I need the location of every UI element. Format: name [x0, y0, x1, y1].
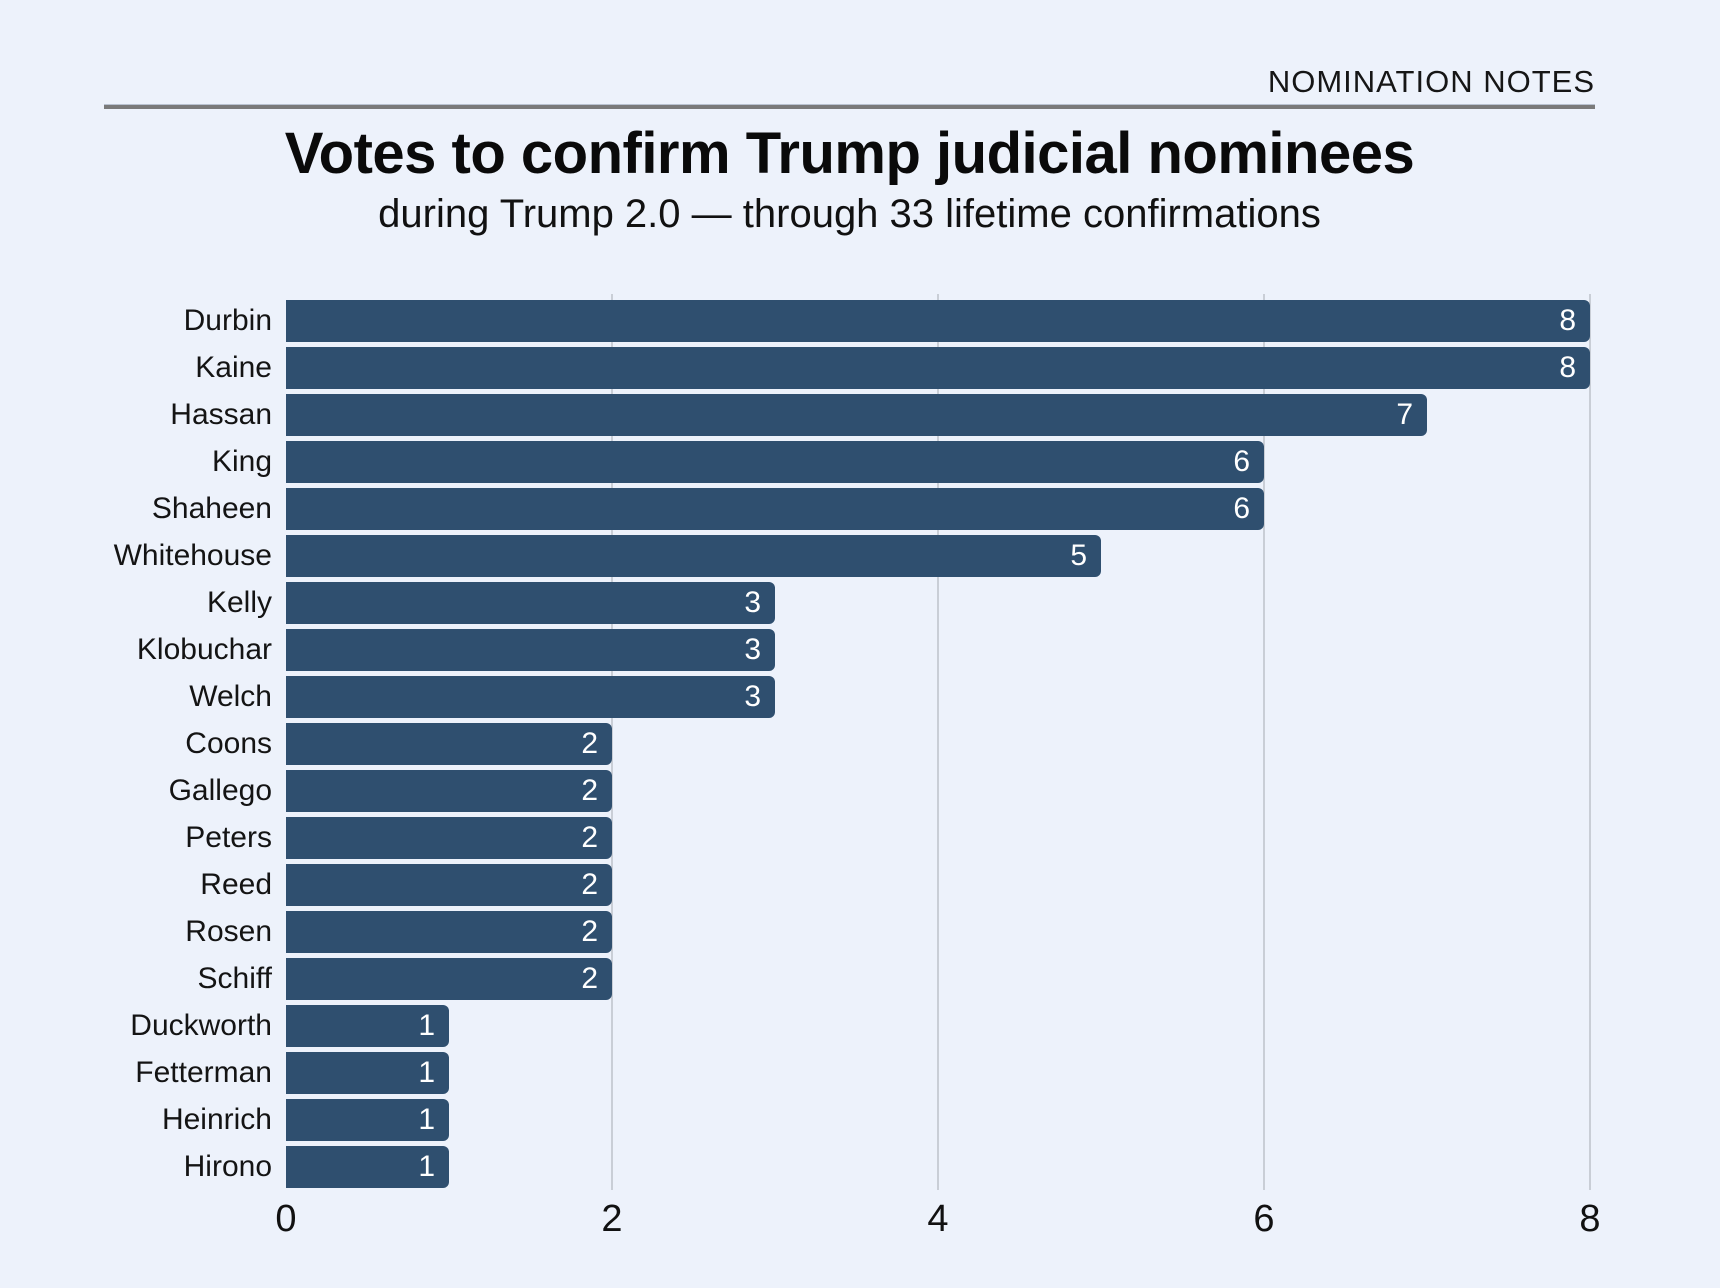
bar: 7 — [286, 394, 1427, 436]
bar-value-label: 1 — [418, 1056, 435, 1089]
bar: 3 — [286, 582, 775, 624]
bar-value-label: 8 — [1559, 351, 1576, 384]
bar-row: 1 — [286, 1052, 1590, 1099]
bar: 1 — [286, 1005, 449, 1047]
category-label: Kelly — [206, 586, 272, 619]
category-label: Rosen — [185, 915, 272, 948]
category-label: King — [211, 445, 272, 478]
gridline — [1263, 294, 1265, 1190]
bar-row: 2 — [286, 911, 1590, 958]
category-label: Hassan — [170, 398, 272, 431]
chart-title: Votes to confirm Trump judicial nominees — [284, 121, 1415, 186]
bar: 8 — [286, 347, 1590, 389]
category-label: Gallego — [168, 774, 272, 807]
category-label: Whitehouse — [113, 539, 272, 572]
bar-row: 1 — [286, 1005, 1590, 1052]
bar-value-label: 2 — [581, 962, 598, 995]
bar-row: 2 — [286, 817, 1590, 864]
bar: 1 — [286, 1146, 449, 1188]
bar-row: 2 — [286, 958, 1590, 1005]
bar: 2 — [286, 770, 612, 812]
bar: 2 — [286, 723, 612, 765]
bar-row: 6 — [286, 488, 1590, 535]
category-label: Duckworth — [130, 1009, 272, 1042]
category-label: Peters — [185, 821, 272, 854]
bar-row: 1 — [286, 1146, 1590, 1193]
bar-value-label: 2 — [581, 868, 598, 901]
bar: 6 — [286, 441, 1264, 483]
category-label: Klobuchar — [136, 633, 272, 666]
bar-value-label: 8 — [1559, 304, 1576, 337]
bar: 3 — [286, 629, 775, 671]
x-tick-label: 0 — [275, 1198, 297, 1240]
bar: 3 — [286, 676, 775, 718]
category-label: Reed — [200, 868, 272, 901]
bar-value-label: 2 — [581, 915, 598, 948]
gridlines — [286, 294, 1591, 1190]
category-label: Welch — [189, 680, 272, 713]
bar-row: 3 — [286, 676, 1590, 723]
bar-row: 2 — [286, 864, 1590, 911]
gridline — [937, 294, 939, 1190]
category-label: Coons — [185, 727, 272, 760]
bar-row: 6 — [286, 441, 1590, 488]
bar-value-label: 7 — [1396, 398, 1413, 431]
bar: 8 — [286, 300, 1590, 342]
x-tick-label: 2 — [601, 1198, 623, 1240]
bars: 8 8 7 6 6 5 3 3 3 2 2 2 2 2 2 1 1 1 1 — [286, 300, 1590, 1193]
x-tick-label: 4 — [927, 1198, 949, 1240]
bar: 1 — [286, 1052, 449, 1094]
bar: 1 — [286, 1099, 449, 1141]
bar-row: 2 — [286, 770, 1590, 817]
bar-value-label: 3 — [744, 680, 761, 713]
category-label: Kaine — [195, 351, 272, 384]
category-label: Durbin — [183, 304, 272, 337]
bar-value-label: 2 — [581, 727, 598, 760]
chart-subtitle: during Trump 2.0 — through 33 lifetime c… — [378, 192, 1321, 236]
x-tick-label: 6 — [1253, 1198, 1275, 1240]
bar-value-label: 2 — [581, 821, 598, 854]
bar-row: 1 — [286, 1099, 1590, 1146]
bar-row: 5 — [286, 535, 1590, 582]
plot-area: 8 8 7 6 6 5 3 3 3 2 2 2 2 2 2 1 1 1 1 — [286, 294, 1591, 1193]
bar-value-label: 3 — [744, 633, 761, 666]
category-label: Hirono — [183, 1150, 272, 1183]
category-label: Shaheen — [151, 492, 272, 525]
bar: 2 — [286, 958, 612, 1000]
category-labels: Durbin Kaine Hassan King Shaheen Whitehouse Ke… — [0, 300, 272, 1193]
bar: 2 — [286, 864, 612, 906]
bar-row: 3 — [286, 582, 1590, 629]
kicker: NOMINATION NOTES — [1267, 64, 1595, 99]
bar: 6 — [286, 488, 1264, 530]
bar-row: 7 — [286, 394, 1590, 441]
bar-row: 8 — [286, 347, 1590, 394]
bar-value-label: 5 — [1070, 539, 1087, 572]
bar-row: 2 — [286, 723, 1590, 770]
bar-value-label: 3 — [744, 586, 761, 619]
category-label: Heinrich — [161, 1103, 272, 1136]
bar-value-label: 6 — [1233, 445, 1250, 478]
x-tick-label: 8 — [1579, 1198, 1601, 1240]
bar: 5 — [286, 535, 1101, 577]
x-axis-labels: 0 2 4 6 8 — [275, 1198, 1600, 1242]
bar-value-label: 1 — [418, 1103, 435, 1136]
gridline — [611, 294, 613, 1190]
bar-value-label: 2 — [581, 774, 598, 807]
bar-row: 3 — [286, 629, 1590, 676]
gridline — [1589, 294, 1591, 1190]
bar: 2 — [286, 817, 612, 859]
bar-value-label: 1 — [418, 1150, 435, 1183]
bar-value-label: 1 — [418, 1009, 435, 1042]
category-label: Schiff — [197, 962, 273, 995]
header-rule — [104, 104, 1595, 109]
bar: 2 — [286, 911, 612, 953]
bar-row: 8 — [286, 300, 1590, 347]
category-label: Fetterman — [135, 1056, 272, 1089]
bar-value-label: 6 — [1233, 492, 1250, 525]
